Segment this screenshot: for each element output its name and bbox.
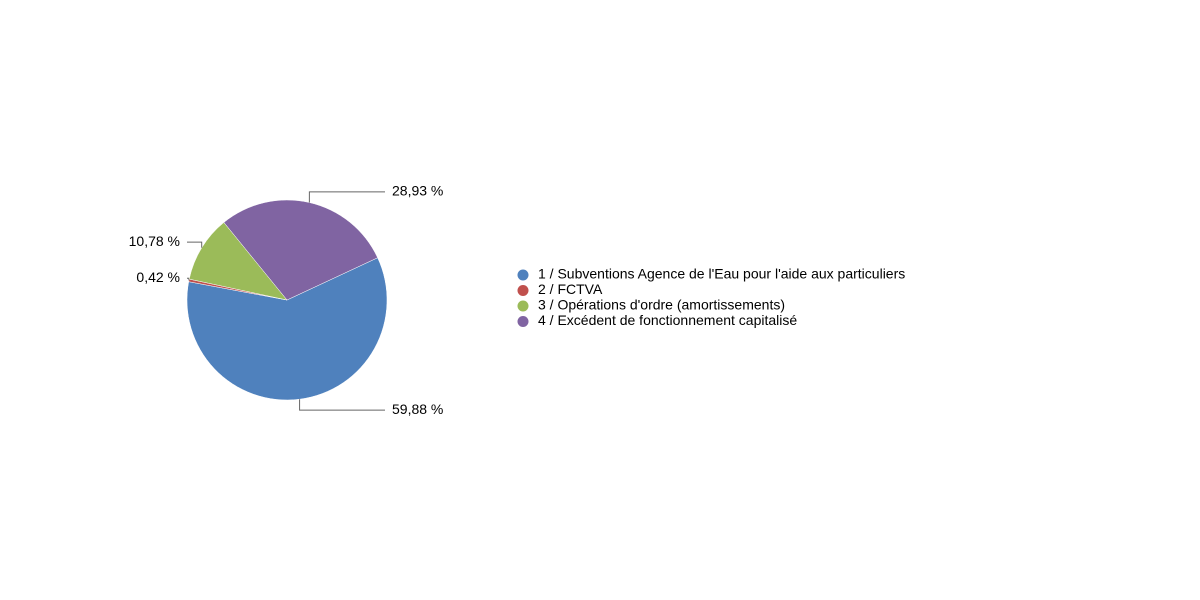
legend-label: 4 / Excédent de fonctionnement capitalis… <box>538 312 797 328</box>
pie-slice <box>223 199 378 301</box>
legend-marker <box>517 269 529 281</box>
leader-line <box>299 399 385 411</box>
pie-slice <box>188 222 288 301</box>
leader-line <box>308 191 385 203</box>
legend-marker <box>517 285 529 296</box>
leader-line <box>187 277 190 281</box>
data-label: 28,93 % <box>392 183 443 199</box>
data-label: 10,78 % <box>129 233 180 249</box>
data-label: 59,88 % <box>392 401 443 417</box>
legend-label: 2 / FCTVA <box>538 281 603 297</box>
legend-label: 3 / Opérations d'ordre (amortissements) <box>538 297 785 313</box>
legend-marker <box>517 316 529 327</box>
leader-line <box>187 241 203 248</box>
data-label: 0,42 % <box>136 269 180 285</box>
legend-marker <box>517 300 529 312</box>
legend-label: 1 / Subventions Agence de l'Eau pour l'a… <box>538 266 905 282</box>
pie-slice <box>186 257 388 401</box>
